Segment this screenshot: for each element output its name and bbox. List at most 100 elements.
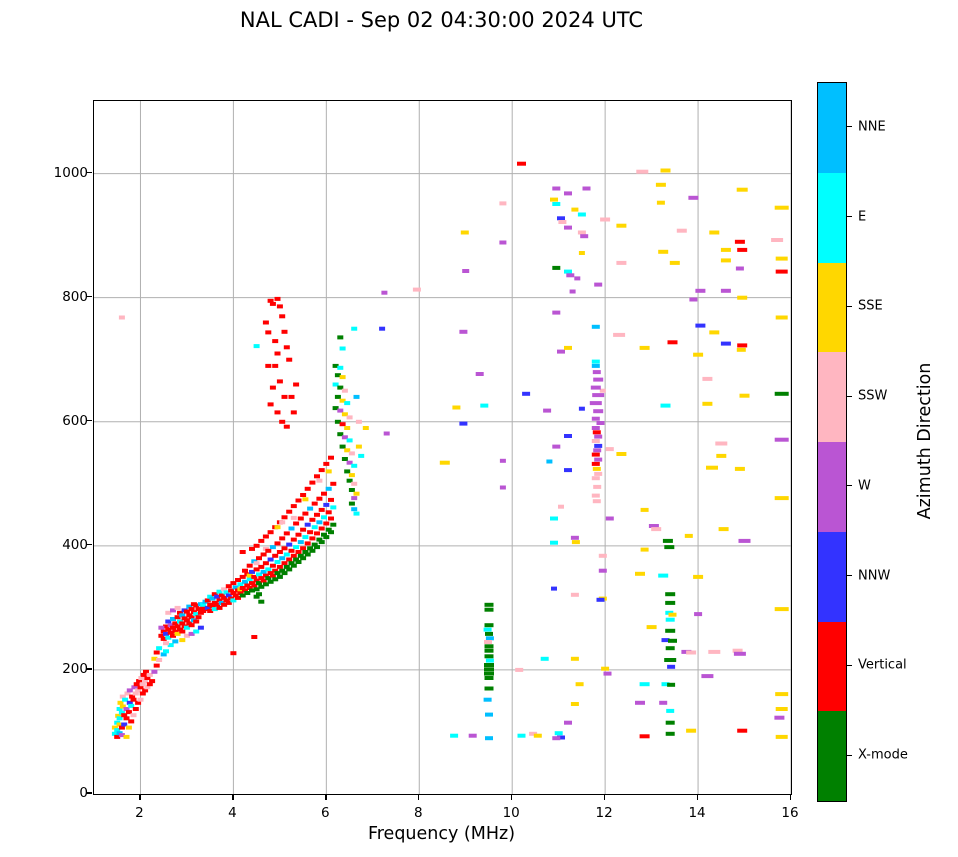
echo-point-w: [594, 457, 603, 462]
echo-point-vertical: [183, 618, 190, 623]
echo-point-vertical: [221, 595, 228, 600]
plot-area[interactable]: [93, 100, 792, 795]
echo-point-nnw: [323, 502, 330, 507]
echo-point-vertical: [221, 602, 228, 607]
echo-point-nne: [242, 579, 248, 584]
echo-point-w: [603, 671, 612, 676]
echo-point-vertical: [165, 627, 172, 632]
echo-point-nnw: [661, 638, 670, 643]
echo-point-ssw: [165, 610, 172, 615]
echo-point-sse: [718, 527, 729, 532]
echo-point-ssw: [135, 688, 142, 693]
echo-point-x-mode: [311, 542, 318, 547]
echo-point-ssw: [499, 201, 507, 206]
echo-point-w: [564, 191, 572, 196]
echo-point-e: [156, 646, 163, 651]
echo-point-vertical: [311, 501, 318, 506]
echo-point-w: [557, 349, 565, 354]
echo-point-x-mode: [665, 720, 675, 725]
echo-point-vertical: [214, 602, 221, 607]
echo-point-sse: [115, 713, 122, 718]
colorbar-tick-mark: [846, 754, 852, 756]
echo-point-vertical: [249, 581, 255, 586]
echo-point-vertical: [272, 568, 279, 573]
echo-point-ssw: [676, 228, 687, 233]
echo-point-x-mode: [668, 638, 677, 643]
echo-point-vertical: [267, 298, 274, 303]
echo-point-vertical: [286, 357, 293, 362]
colorbar-title: Azimuth Direction: [915, 362, 935, 520]
echo-point-vertical: [297, 516, 304, 521]
x-tick-label: 12: [595, 805, 613, 821]
echo-point-w: [593, 377, 604, 382]
echo-point-e: [230, 598, 237, 603]
echo-point-nnw: [197, 625, 204, 630]
echo-point-x-mode: [274, 571, 281, 576]
echo-point-nne: [260, 569, 267, 574]
echo-point-ssw: [156, 658, 163, 662]
echo-point-ssw: [279, 520, 286, 525]
echo-point-sse: [684, 533, 693, 538]
echo-point-nne: [269, 545, 276, 550]
colorbar-segment-ssw: [818, 352, 846, 442]
echo-point-sse: [550, 197, 558, 202]
echo-point-ssw: [174, 605, 181, 610]
echo-point-ssw: [137, 697, 144, 702]
echo-point-sse: [344, 448, 351, 453]
echo-point-sse: [571, 207, 579, 212]
echo-point-ssw: [355, 419, 362, 424]
echo-point-vertical: [244, 583, 251, 588]
echo-point-e: [223, 590, 230, 595]
x-tick-label: 6: [321, 805, 330, 821]
y-tick-mark: [86, 296, 92, 298]
echo-point-ssw: [702, 376, 713, 381]
echo-point-e: [517, 733, 526, 738]
echo-point-ssw: [616, 260, 627, 265]
echo-point-w: [151, 669, 158, 674]
echo-point-vertical: [667, 340, 678, 345]
echo-point-x-mode: [267, 579, 274, 584]
echo-point-vertical: [228, 588, 235, 593]
echo-point-vertical: [267, 530, 274, 535]
echo-point-vertical: [114, 734, 121, 739]
echo-point-vertical: [207, 609, 214, 613]
y-tick-label: 400: [62, 536, 88, 553]
echo-point-nnw: [126, 700, 133, 705]
echo-point-sse: [452, 405, 461, 410]
echo-point-e: [485, 658, 494, 663]
echo-point-ssw: [146, 672, 153, 677]
echo-point-e: [302, 535, 309, 540]
echo-point-vertical: [253, 578, 260, 583]
echo-point-vertical: [281, 329, 288, 334]
echo-point-e: [311, 525, 318, 530]
echo-point-vertical: [281, 515, 288, 520]
echo-point-vertical: [290, 553, 297, 558]
echo-point-e: [163, 649, 169, 654]
colorbar-label-vertical: Vertical: [858, 657, 907, 673]
echo-point-x-mode: [665, 600, 676, 605]
echo-point-vertical: [195, 607, 202, 612]
echo-point-vertical: [230, 591, 237, 595]
echo-point-vertical: [304, 541, 311, 546]
echo-point-vertical: [123, 716, 130, 721]
echo-point-sse: [571, 540, 580, 545]
echo-point-sse: [348, 473, 355, 478]
colorbar-segment-nne: [818, 83, 846, 173]
echo-point-vertical: [118, 725, 125, 730]
echo-point-nnw: [522, 391, 531, 396]
echo-point-sse: [592, 466, 601, 471]
echo-point-vertical: [737, 343, 748, 348]
echo-point-x-mode: [348, 488, 355, 492]
echo-point-ssw: [484, 640, 492, 644]
echo-point-x-mode: [258, 599, 265, 604]
echo-point-nnw: [204, 605, 211, 610]
echo-point-e: [330, 505, 337, 510]
echo-point-e: [591, 359, 600, 364]
echo-point-w: [735, 266, 744, 271]
echo-point-vertical: [279, 314, 286, 319]
echo-point-x-mode: [334, 419, 341, 424]
echo-point-nne: [485, 712, 493, 717]
echo-point-x-mode: [484, 607, 494, 612]
echo-point-vertical: [290, 537, 297, 542]
